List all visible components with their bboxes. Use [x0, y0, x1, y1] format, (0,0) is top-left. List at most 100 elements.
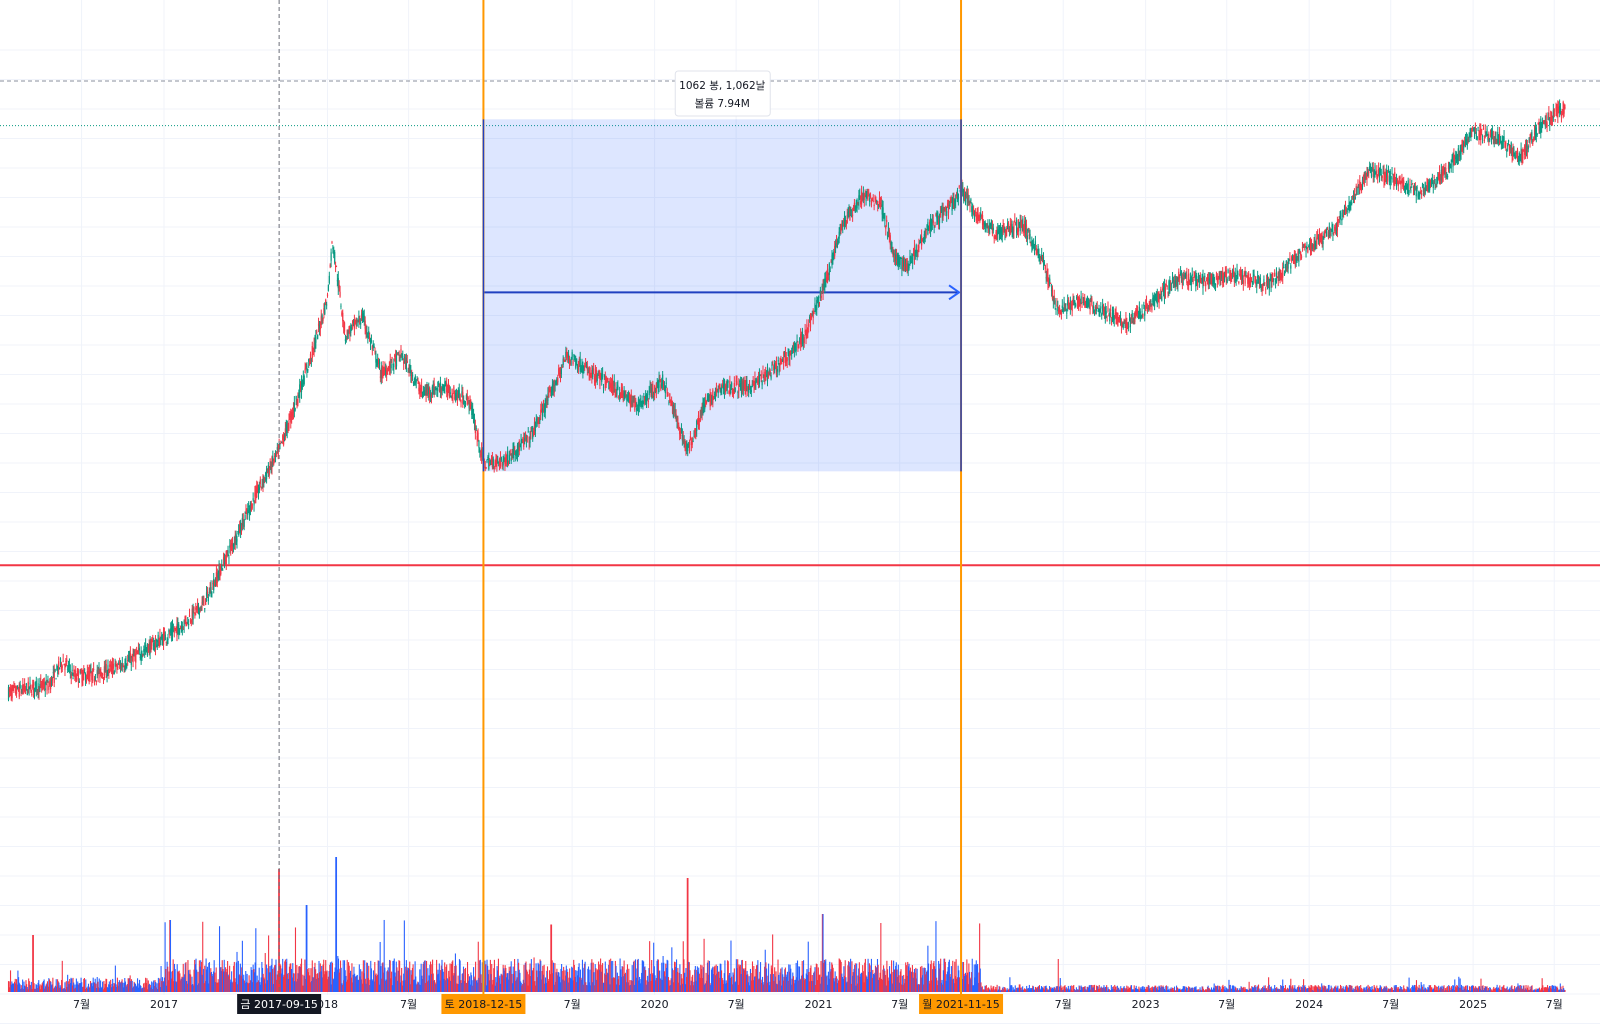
candle-body [1027, 236, 1028, 240]
candle-body [1167, 286, 1168, 287]
date-range-box[interactable] [483, 119, 961, 471]
candle-body [933, 220, 934, 222]
candle-body [29, 683, 30, 684]
candle-body [746, 380, 747, 386]
candle-body [1264, 283, 1265, 284]
candle-body [452, 397, 453, 398]
candle-body [203, 598, 204, 605]
candle-body [993, 228, 994, 231]
candle-body [770, 375, 771, 378]
candle-body [735, 388, 736, 392]
candle-body [1368, 171, 1369, 173]
candle-body [718, 389, 719, 393]
candle-body [260, 480, 261, 484]
candle-body [852, 215, 853, 216]
candle-body [1307, 247, 1308, 252]
candle-body [204, 608, 205, 609]
candle-body [527, 436, 528, 437]
candle-body [1128, 327, 1129, 328]
candle-body [396, 356, 397, 367]
candle-body [1322, 241, 1323, 244]
candle-body [93, 669, 94, 670]
candle-body [1554, 109, 1555, 117]
candle-body [31, 694, 32, 695]
candle-body [1106, 311, 1107, 314]
candle-body [189, 615, 190, 616]
candle-body [1274, 273, 1275, 276]
candle-body [1327, 228, 1328, 229]
candle-body [1243, 280, 1244, 284]
candle-body [1503, 141, 1504, 148]
candle-body [1150, 301, 1151, 302]
candle-body [165, 635, 166, 641]
candle-body [1388, 170, 1389, 171]
candle-body [1382, 176, 1383, 178]
candle-body [16, 692, 17, 694]
candle-body [1408, 190, 1409, 193]
candle-body [417, 380, 418, 381]
candle-body [253, 498, 254, 500]
candle-body [1405, 190, 1406, 191]
candle-body [1193, 278, 1194, 281]
candle-body [1065, 304, 1066, 305]
candle-body [47, 679, 48, 681]
candle-body [1227, 279, 1228, 283]
candle-body [1508, 140, 1509, 142]
candle-body [572, 352, 573, 359]
candle-body [1290, 265, 1291, 268]
candle-body [1357, 188, 1358, 195]
candle-body [288, 420, 289, 429]
candle-body [1447, 176, 1448, 177]
candle-body [188, 624, 189, 625]
candle-body [327, 295, 328, 296]
candle-body [804, 337, 805, 343]
candle-body [407, 361, 408, 363]
candle-body [1371, 174, 1372, 177]
candle-body [603, 387, 604, 388]
candle-body [72, 678, 73, 679]
candle-body [908, 266, 909, 268]
candle-body [946, 211, 947, 216]
candle-body [1204, 276, 1205, 277]
candle-body [1288, 264, 1289, 269]
candle-body [1341, 220, 1342, 221]
candle-body [1282, 268, 1283, 278]
candle-body [787, 357, 788, 361]
candle-body [1377, 176, 1378, 178]
candle-body [476, 428, 477, 429]
candle-body [316, 332, 317, 333]
candle-body [227, 550, 228, 554]
candle-body [501, 457, 502, 460]
candle-body [870, 195, 871, 198]
candle-body [1107, 320, 1108, 321]
candle-body [900, 259, 901, 265]
candle-body [1486, 129, 1487, 134]
candle-body [869, 198, 870, 202]
candle-body [63, 661, 64, 662]
candle-body [934, 225, 935, 227]
candle-body [20, 684, 21, 688]
candle-body [331, 252, 332, 260]
candle-body [211, 592, 212, 595]
candle-body [221, 565, 222, 568]
candle-body [59, 668, 60, 669]
candle-body [1142, 314, 1143, 317]
candle-body [434, 390, 435, 394]
candle-body [778, 360, 779, 361]
candle-body [72, 670, 73, 671]
candle-body [1532, 142, 1533, 144]
candle-body [1265, 289, 1266, 290]
candle-body [667, 394, 668, 397]
candle-body [648, 401, 649, 402]
candle-body [393, 363, 394, 367]
candle-body [295, 409, 296, 410]
candle-body [1522, 151, 1523, 158]
candle-body [391, 357, 392, 359]
candle-body [597, 375, 598, 381]
candle-body [731, 383, 732, 388]
candle-body [1050, 283, 1051, 284]
candle-body [528, 431, 529, 432]
candle-body [1412, 183, 1413, 184]
